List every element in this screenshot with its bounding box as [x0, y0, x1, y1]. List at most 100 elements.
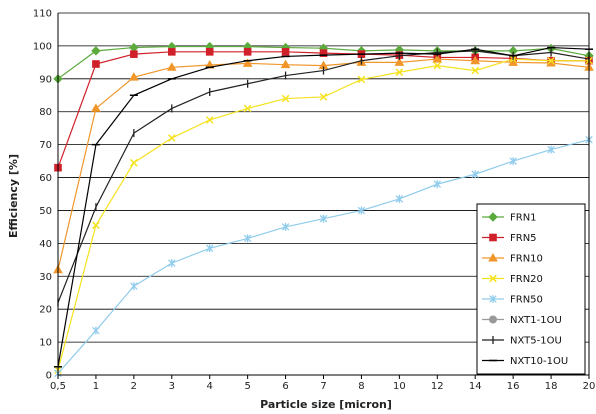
data-point-frn10 — [394, 57, 405, 66]
legend-item-frn5: FRN5 — [482, 233, 537, 244]
legend-label: FRN20 — [510, 274, 543, 285]
y-tick-label: 60 — [39, 173, 52, 184]
x-tick-label: 2 — [131, 381, 137, 392]
y-axis-title: Efficiency [%] — [7, 154, 20, 238]
y-tick-label: 40 — [39, 239, 52, 250]
legend-marker-nxt1-1ou — [489, 315, 497, 324]
legend-label: NXT5-1OU — [510, 336, 562, 347]
data-point-frn5 — [130, 50, 138, 58]
data-point-frn10 — [432, 54, 443, 63]
data-point-frn50 — [168, 259, 176, 268]
y-tick-label: 50 — [39, 206, 52, 217]
x-tick-label: 3 — [169, 381, 175, 392]
y-tick-label: 10 — [39, 338, 52, 349]
data-point-frn20 — [92, 221, 100, 230]
x-tick-label: 8 — [358, 381, 364, 392]
data-point-frn10 — [166, 62, 177, 71]
x-tick-label: 10 — [393, 381, 406, 392]
x-tick-label: 1 — [93, 381, 99, 392]
legend-item-nxt1-1ou: NXT1-1OU — [482, 315, 562, 326]
y-tick-label: 70 — [39, 140, 52, 151]
series-nxt10-1ou — [54, 46, 593, 368]
legend: FRN1 FRN5 FRN10 FRN20 FRN50 NXT1-1OU NXT5-1OU N… — [476, 203, 586, 375]
data-point-frn5 — [205, 48, 214, 56]
data-point-frn5 — [281, 48, 290, 56]
data-point-frn20 — [205, 116, 214, 124]
legend-item-nxt5-1ou: NXT5-1OU — [482, 336, 562, 347]
data-point-frn10 — [242, 58, 253, 67]
x-tick-label: 5 — [244, 381, 250, 392]
data-point-frn20 — [357, 75, 366, 84]
series-layer — [53, 41, 594, 378]
x-tick-label: 0,5 — [50, 381, 66, 392]
data-point-frn50 — [433, 180, 442, 189]
data-point-frn50 — [92, 326, 100, 335]
y-tick-label: 80 — [39, 107, 52, 118]
data-point-frn20 — [395, 68, 404, 77]
x-tick-label: 18 — [545, 381, 558, 392]
axes — [57, 13, 590, 379]
data-point-frn10 — [470, 55, 481, 65]
legend-label: NXT10-1OU — [510, 356, 568, 367]
legend-label: FRN1 — [510, 213, 537, 224]
x-tick-label: 14 — [469, 381, 482, 392]
data-point-frn20 — [130, 158, 138, 167]
data-point-frn20 — [319, 93, 328, 101]
x-tick-label: 16 — [507, 381, 520, 392]
data-point-frn5 — [243, 48, 252, 56]
legend-item-frn50: FRN50 — [482, 295, 543, 306]
legend-item-frn20: FRN20 — [482, 274, 543, 285]
data-point-frn50 — [130, 282, 138, 291]
data-point-frn1 — [91, 46, 101, 56]
data-point-frn50 — [395, 194, 404, 203]
legend-label: FRN5 — [510, 233, 537, 244]
data-point-frn20 — [281, 94, 290, 103]
data-point-frn20 — [243, 104, 252, 113]
data-point-frn50 — [281, 222, 290, 231]
y-tick-label: 20 — [39, 305, 52, 316]
legend-item-frn10: FRN10 — [482, 252, 543, 265]
data-point-frn5 — [319, 49, 328, 57]
x-axis-title: Particle size [micron] — [260, 398, 392, 411]
data-point-frn50 — [471, 170, 479, 179]
data-point-frn10 — [128, 72, 139, 81]
x-tick-label: 6 — [282, 381, 288, 392]
legend-label: FRN10 — [510, 254, 543, 265]
data-point-frn50 — [319, 214, 328, 223]
data-point-frn50 — [205, 244, 214, 253]
data-point-frn10 — [280, 59, 291, 69]
y-tick-label: 100 — [33, 41, 52, 52]
y-tick-label: 110 — [33, 9, 52, 20]
data-point-frn5 — [92, 60, 100, 68]
data-point-frn50 — [509, 157, 517, 166]
legend-marker-frn1 — [488, 212, 498, 222]
series-frn50 — [54, 135, 593, 378]
data-point-frn20 — [471, 66, 480, 75]
data-point-frn50 — [357, 206, 366, 215]
x-tick-label: 20 — [583, 381, 596, 392]
grid-lines — [58, 12, 589, 376]
x-tick-label: 12 — [431, 381, 444, 392]
legend-marker-frn20 — [489, 274, 497, 283]
legend-marker-frn50 — [489, 295, 497, 303]
legend-item-nxt10-1ou: NXT10-1OU — [482, 356, 568, 367]
legend-box — [476, 203, 586, 375]
data-point-frn50 — [547, 145, 555, 154]
legend-item-frn1: FRN1 — [482, 212, 537, 224]
data-point-frn20 — [167, 134, 176, 142]
legend-marker-frn5 — [489, 233, 497, 242]
data-point-frn20 — [433, 61, 442, 70]
data-point-frn5 — [167, 48, 176, 56]
data-point-frn20 — [547, 56, 555, 65]
x-tick-label: 7 — [320, 381, 326, 392]
y-tick-label: 90 — [39, 74, 52, 85]
legend-marker-frn10 — [488, 252, 498, 262]
y-tick-label: 30 — [39, 272, 52, 283]
series-frn1 — [53, 41, 594, 84]
y-tick-label: 0 — [46, 371, 52, 382]
legend-label: NXT1-1OU — [510, 315, 562, 326]
x-tick-label: 4 — [207, 381, 213, 392]
legend-label: FRN50 — [510, 295, 543, 306]
